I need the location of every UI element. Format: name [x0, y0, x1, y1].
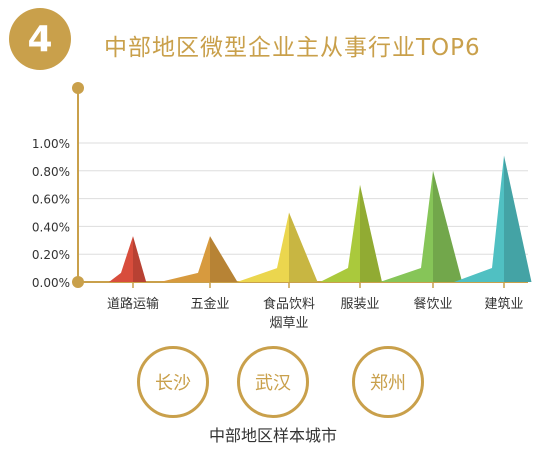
peak-left-face [380, 170, 433, 282]
section-number: 4 [27, 18, 53, 60]
city-label: 武汉 [255, 373, 291, 394]
peak-left-face [109, 236, 133, 282]
peak-left-face [237, 212, 289, 282]
peak-left-face [160, 236, 210, 282]
city-label: 郑州 [370, 373, 406, 394]
x-tick-label: 五金业 [190, 296, 229, 312]
peak-right-face [360, 184, 382, 282]
peak-right-face [433, 170, 463, 282]
y-tick-label: 1.00% [32, 137, 70, 151]
y-tick-label: 0.80% [32, 165, 70, 179]
page-title: 中部地区微型企业主从事行业TOP6 [104, 35, 481, 61]
peak-right-face [210, 236, 238, 282]
section-number-badge: 4 [9, 8, 71, 70]
x-tick-label: 餐饮业 [413, 296, 452, 312]
y-tick-label: 0.00% [32, 276, 70, 290]
y-tick-label: 0.40% [32, 220, 70, 234]
city-circle-changsha: 长沙 [137, 346, 209, 418]
peak-left-face [320, 184, 360, 282]
cities-caption: 中部地区样本城市 [208, 426, 337, 445]
axis-top-dot [72, 82, 84, 94]
city-circle-zhengzhou: 郑州 [352, 346, 424, 418]
peak-right-face [289, 212, 318, 282]
y-tick-label: 0.60% [32, 193, 70, 207]
peak-left-face [454, 155, 504, 282]
x-tick-label: 建筑业 [484, 296, 523, 312]
peak-right-face [133, 236, 147, 282]
peak-right-face [504, 155, 532, 282]
axis-origin-dot [72, 276, 84, 288]
city-label: 长沙 [155, 373, 191, 394]
x-tick-label: 烟草业 [269, 316, 308, 331]
x-tick-label: 食品饮料 [263, 296, 315, 312]
x-tick-label: 道路运输 [107, 296, 159, 312]
x-tick-label: 服装业 [340, 297, 379, 312]
y-tick-label: 0.20% [32, 248, 70, 262]
city-circle-wuhan: 武汉 [237, 346, 309, 418]
